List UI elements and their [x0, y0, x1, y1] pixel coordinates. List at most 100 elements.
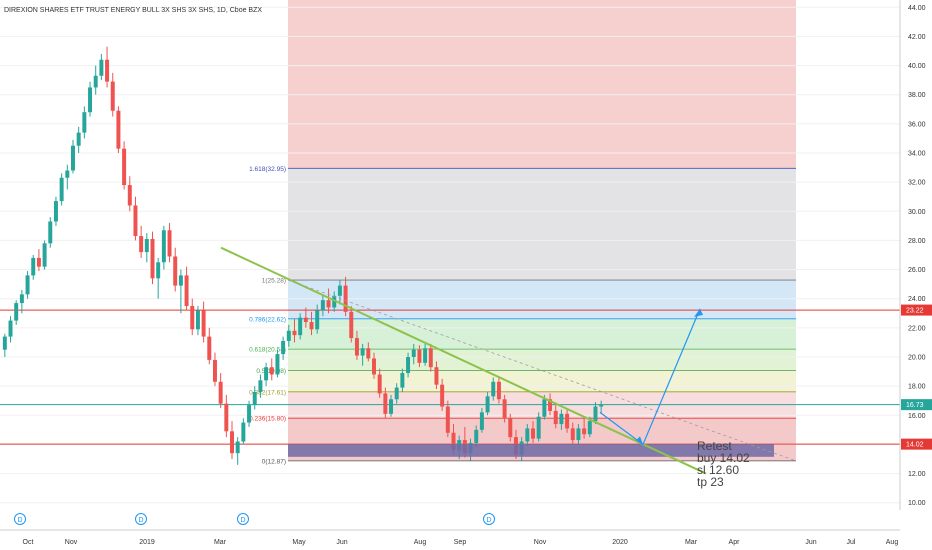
candle-body — [93, 75, 98, 88]
fib-level-label: 0.618(20.54) — [249, 347, 286, 354]
candle-body — [8, 320, 13, 337]
price-tag — [901, 304, 932, 316]
candle-body — [491, 381, 496, 397]
candle-body — [122, 148, 127, 186]
candle-body — [411, 349, 416, 357]
candle-body — [264, 367, 269, 381]
dividend-marker-label: D — [17, 517, 22, 524]
fib-zone — [288, 168, 796, 281]
candle-body — [48, 221, 53, 244]
candle-body — [281, 340, 286, 355]
candle-body — [269, 367, 274, 375]
candle-body — [105, 59, 110, 82]
candle-body — [428, 348, 433, 368]
annotation-note: tp 23 — [697, 475, 724, 489]
candle-body — [337, 285, 342, 296]
x-tick-label: May — [292, 539, 306, 546]
candle-body — [298, 317, 303, 336]
candle-body — [150, 238, 155, 279]
candle-body — [99, 59, 104, 76]
y-tick-label: 18.00 — [908, 384, 926, 391]
y-tick-label: 22.00 — [908, 325, 926, 332]
y-tick-label: 40.00 — [908, 63, 926, 70]
y-tick-label: 42.00 — [908, 34, 926, 41]
x-tick-label: Apr — [729, 539, 741, 546]
candle-body — [332, 295, 337, 308]
candle-body — [423, 348, 428, 363]
arrow-head — [636, 436, 643, 445]
fib-level-label: 0.236(15.80) — [249, 416, 286, 423]
candle-body — [553, 410, 558, 425]
candle-body — [252, 391, 257, 406]
candle-body — [349, 311, 354, 339]
candle-body — [354, 338, 359, 356]
y-tick-label: 26.00 — [908, 267, 926, 274]
fib-level-label: 0.382(17.61) — [249, 389, 286, 396]
candle-body — [394, 387, 399, 400]
candle-body — [218, 381, 223, 404]
dividend-marker-label: D — [486, 517, 491, 524]
support-box — [288, 444, 774, 457]
annotation-note: Retest — [697, 439, 732, 453]
fib-level-label: 0.786(22.62) — [249, 316, 286, 323]
candle-body — [536, 416, 541, 439]
candle-body — [19, 294, 24, 304]
x-tick-label: Mar — [214, 539, 227, 546]
candle-body — [156, 262, 161, 279]
candle-body — [451, 432, 456, 451]
candle-body — [326, 300, 331, 308]
candle-body — [474, 429, 479, 443]
candle-body — [434, 367, 439, 385]
candle-body — [343, 285, 348, 312]
candle-body — [2, 336, 7, 350]
x-tick-label: Sep — [454, 539, 467, 546]
candle-body — [53, 201, 58, 222]
x-tick-label: Aug — [886, 539, 899, 546]
y-tick-label: 30.00 — [908, 209, 926, 216]
candle-body — [82, 112, 87, 133]
candle-body — [230, 431, 234, 454]
candle-body — [315, 310, 320, 330]
candle-body — [25, 275, 30, 295]
candle-body — [116, 110, 121, 149]
candle-body — [14, 303, 19, 321]
y-tick-label: 12.00 — [908, 471, 926, 478]
candle-body — [417, 349, 422, 363]
arrow-head — [694, 308, 703, 317]
candle-body — [178, 275, 183, 286]
candle-body — [127, 185, 132, 206]
y-tick-label: 28.00 — [908, 238, 926, 245]
candle-body — [76, 132, 81, 146]
candle-body — [400, 373, 405, 388]
candle-body — [587, 421, 592, 435]
candle-body — [161, 230, 166, 263]
candle-body — [224, 403, 229, 432]
candle-body — [207, 336, 212, 360]
dividend-marker — [483, 513, 495, 525]
candle-body — [71, 145, 75, 171]
candle-body — [292, 330, 297, 336]
fib-zone — [288, 370, 796, 392]
price-tag-label: 16.73 — [906, 402, 924, 409]
candle-body — [559, 413, 564, 425]
fib-level-label: 1(25.28) — [262, 278, 286, 285]
y-tick-label: 24.00 — [908, 296, 926, 303]
price-tag — [901, 438, 932, 450]
x-tick-label: Oct — [23, 539, 34, 546]
x-tick-label: Aug — [414, 539, 427, 546]
x-tick-label: Jun — [805, 539, 816, 546]
x-tick-label: Jul — [847, 539, 856, 546]
candle-body — [582, 428, 587, 435]
candle-body — [445, 406, 450, 433]
y-tick-label: 20.00 — [908, 355, 926, 362]
candle-body — [593, 406, 598, 422]
candle-body — [59, 177, 64, 202]
candle-body — [275, 354, 280, 375]
candle-body — [309, 322, 314, 330]
x-tick-label: Nov — [65, 539, 78, 546]
candle-body — [502, 399, 507, 419]
candle-body — [406, 357, 411, 374]
candle-body — [139, 236, 144, 253]
x-tick-label: Jun — [336, 539, 347, 546]
